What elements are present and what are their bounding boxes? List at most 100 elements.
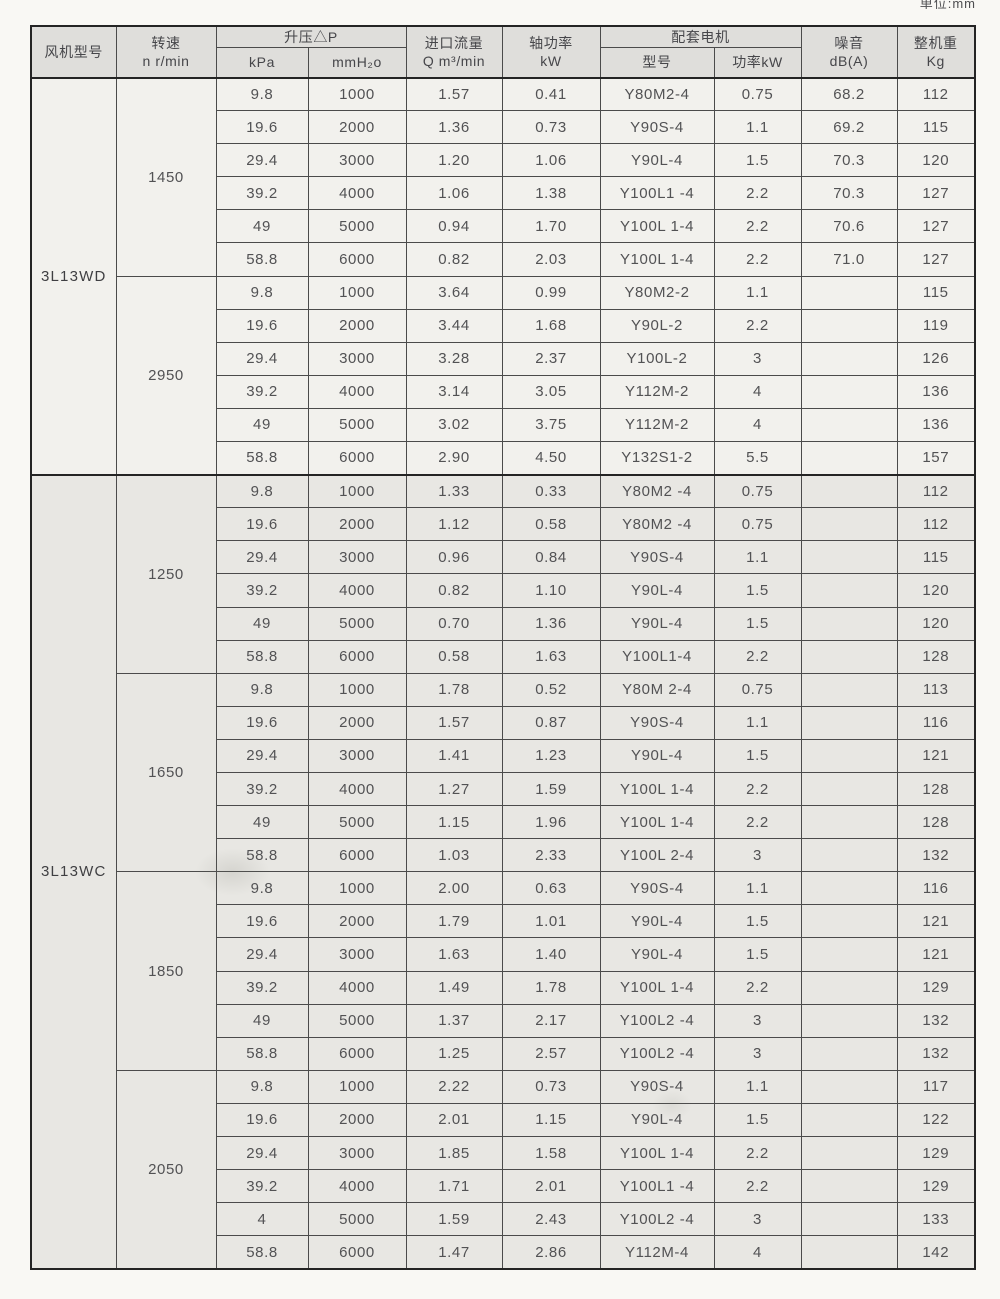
cell-kpa: 19.6 (215, 904, 309, 939)
header-mmh2o: mmH₂o (307, 47, 407, 78)
cell-motor-model: Y100L 1-4 (599, 242, 715, 277)
header-weight-line2: Kg (926, 52, 945, 69)
cell-weight: 157 (896, 441, 976, 476)
cell-flow: 0.82 (405, 242, 503, 277)
cell-weight: 129 (896, 1169, 976, 1204)
cell-motor-model: Y80M2-2 (599, 275, 715, 310)
cell-motor-model: Y100L 1-4 (599, 209, 715, 244)
cell-motor-model: Y100L 1-4 (599, 805, 715, 840)
table-row: 29.4 3000 1.63 1.40 Y90L-4 1.5 121 (31, 937, 976, 972)
unit-note-text: 单位:mm (919, 0, 976, 9)
cell-noise: 70.3 (800, 143, 898, 178)
cell-mmh2o: 6000 (307, 242, 407, 277)
cell-mmh2o: 3000 (307, 937, 407, 972)
header-motor-power: 功率kW (713, 47, 802, 78)
cell-shaft-power: 1.01 (501, 904, 601, 939)
header-weight: 整机重 Kg (896, 25, 976, 78)
cell-kpa: 39.2 (215, 1169, 309, 1204)
cell-mmh2o: 3000 (307, 143, 407, 178)
table-row: 2950 9.8 1000 3.64 0.99 Y80M2-2 1.1 115 (31, 275, 976, 476)
cell-kpa: 39.2 (215, 176, 309, 211)
cell-mmh2o: 3000 (307, 738, 407, 773)
table-row: 39.2 4000 1.71 2.01 Y100L1 -4 2.2 129 (31, 1169, 976, 1204)
cell-flow: 0.94 (405, 209, 503, 244)
cell-shaft-power: 0.58 (501, 507, 601, 542)
cell-motor-power: 2.2 (713, 176, 802, 211)
cell-motor-model: Y100L2 -4 (599, 1036, 715, 1071)
cell-mmh2o: 4000 (307, 176, 407, 211)
cell-noise (800, 407, 898, 443)
cell-motor-power: 2.2 (713, 1169, 802, 1204)
cell-motor-power: 3 (713, 1003, 802, 1038)
cell-shaft-power: 4.50 (501, 441, 601, 476)
cell-kpa: 19.6 (215, 308, 309, 343)
table-row: 1650 9.8 1000 1.78 0.52 Y80M 2-4 0.75 113 (31, 672, 976, 873)
cell-flow: 1.03 (405, 838, 503, 873)
cell-motor-model: Y80M 2-4 (599, 672, 715, 707)
cell-kpa: 4 (215, 1202, 309, 1237)
cell-shaft-power: 1.78 (501, 970, 601, 1005)
cell-mmh2o: 6000 (307, 1036, 407, 1071)
cell-noise (800, 738, 898, 773)
table-row: 19.6 2000 1.36 0.73 Y90S-4 1.1 69.2 115 (31, 110, 976, 145)
cell-kpa: 58.8 (215, 242, 309, 277)
cell-mmh2o: 2000 (307, 507, 407, 542)
cell-motor-power: 0.75 (713, 507, 802, 542)
table-row: 39.2 4000 1.49 1.78 Y100L 1-4 2.2 129 (31, 970, 976, 1005)
table-row: 19.6 2000 1.57 0.87 Y90S-4 1.1 116 (31, 705, 976, 740)
cell-kpa: 39.2 (215, 771, 309, 807)
cell-flow: 1.33 (405, 473, 503, 509)
cell-motor-model: Y90S-4 (599, 110, 715, 145)
cell-shaft-power: 1.15 (501, 1102, 601, 1138)
cell-kpa: 39.2 (215, 573, 309, 608)
cell-shaft-power: 2.37 (501, 341, 601, 376)
cell-speed: 1450 (115, 76, 217, 277)
cell-mmh2o: 5000 (307, 407, 407, 443)
cell-motor-model: Y90L-4 (599, 738, 715, 773)
cell-kpa: 39.2 (215, 970, 309, 1005)
cell-kpa: 19.6 (215, 507, 309, 542)
cell-flow: 2.22 (405, 1069, 503, 1104)
cell-shaft-power: 3.75 (501, 407, 601, 443)
header-speed: 转速 n r/min (115, 25, 217, 78)
cell-kpa: 49 (215, 805, 309, 840)
table-row: 19.6 2000 1.79 1.01 Y90L-4 1.5 121 (31, 904, 976, 939)
cell-motor-power: 1.5 (713, 143, 802, 178)
cell-shaft-power: 0.41 (501, 76, 601, 112)
cell-motor-power: 2.2 (713, 639, 802, 674)
cell-shaft-power: 1.10 (501, 573, 601, 608)
cell-kpa: 9.8 (215, 473, 309, 509)
table-row: 58.8 6000 0.58 1.63 Y100L1-4 2.2 128 (31, 639, 976, 674)
cell-motor-model: Y90S-4 (599, 540, 715, 575)
cell-shaft-power: 2.33 (501, 838, 601, 873)
cell-mmh2o: 1000 (307, 473, 407, 509)
cell-weight: 115 (896, 540, 976, 575)
cell-kpa: 49 (215, 606, 309, 641)
cell-shaft-power: 1.40 (501, 937, 601, 972)
cell-motor-power: 2.2 (713, 1135, 802, 1171)
cell-weight: 120 (896, 573, 976, 608)
cell-noise (800, 805, 898, 840)
cell-weight: 136 (896, 374, 976, 409)
cell-motor-model: Y100L 2-4 (599, 838, 715, 873)
cell-motor-model: Y112M-2 (599, 407, 715, 443)
cell-motor-model: Y80M2 -4 (599, 473, 715, 509)
cell-motor-power: 1.5 (713, 606, 802, 641)
cell-motor-power: 1.1 (713, 1069, 802, 1104)
cell-mmh2o: 5000 (307, 209, 407, 244)
cell-motor-power: 3 (713, 838, 802, 873)
table-body: 3L13WD 1450 9.8 1000 1.57 0.41 Y80M2-4 0.75 68.2… (30, 76, 976, 1270)
cell-motor-power: 0.75 (713, 473, 802, 509)
cell-motor-power: 2.2 (713, 771, 802, 807)
table-row: 1850 9.8 1000 2.00 0.63 Y90S-4 1.1 116 (31, 871, 976, 1071)
cell-mmh2o: 4000 (307, 771, 407, 807)
cell-motor-model: Y90S-4 (599, 705, 715, 740)
cell-motor-model: Y90L-4 (599, 606, 715, 641)
cell-motor-model: Y100L 1-4 (599, 771, 715, 807)
cell-weight: 122 (896, 1102, 976, 1138)
cell-motor-power: 1.5 (713, 1102, 802, 1138)
cell-motor-power: 1.1 (713, 540, 802, 575)
cell-flow: 2.01 (405, 1102, 503, 1138)
cell-weight: 127 (896, 209, 976, 244)
